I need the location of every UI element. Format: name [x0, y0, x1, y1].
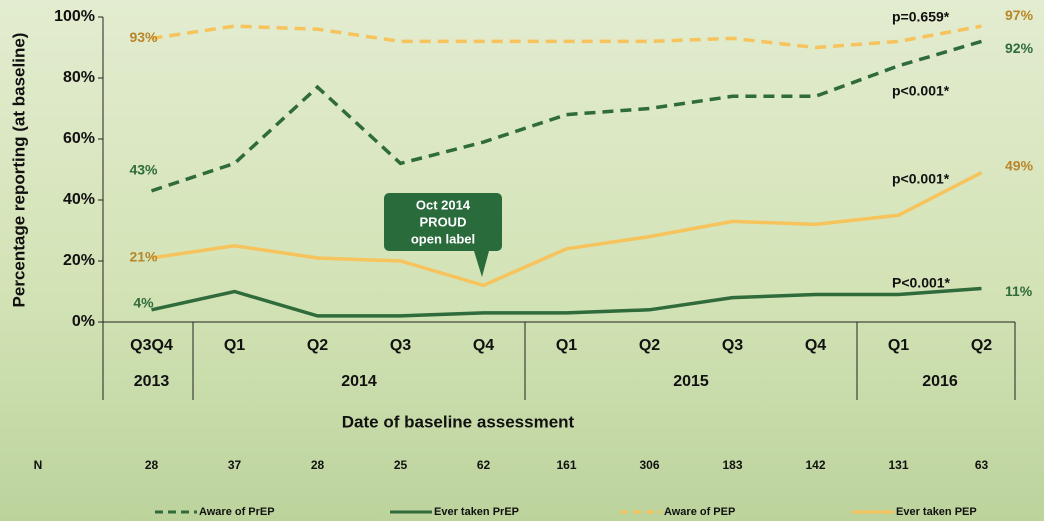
annotation: P<0.001*: [892, 275, 951, 291]
annotation: p<0.001*: [892, 171, 950, 187]
y-tick-label: 20%: [63, 252, 95, 269]
year-label: 2013: [134, 373, 170, 390]
annotation: p=0.659*: [892, 9, 950, 25]
data-label: 21%: [129, 249, 158, 265]
x-tick-label: Q1: [224, 337, 245, 354]
x-tick-label: Q2: [307, 337, 328, 354]
x-tick-label: Q1: [888, 337, 909, 354]
n-value: 142: [805, 458, 825, 472]
line: [152, 288, 982, 315]
year-label: 2016: [922, 373, 958, 390]
y-tick-label: 80%: [63, 69, 95, 86]
dashed-line: [152, 41, 982, 190]
legend-label: Ever taken PEP: [896, 506, 977, 518]
n-value: 25: [394, 458, 408, 472]
x-tick-label: Q3: [722, 337, 743, 354]
y-tick-label: 60%: [63, 130, 95, 147]
n-value: 306: [639, 458, 659, 472]
legend-label: Aware of PrEP: [199, 506, 275, 518]
x-tick-label: Q2: [639, 337, 660, 354]
n-label: N: [34, 458, 43, 472]
data-label: 4%: [133, 295, 154, 311]
legend-label: Ever taken PrEP: [434, 506, 519, 518]
callout-text: Oct 2014: [416, 197, 471, 212]
data-label: 92%: [1005, 40, 1034, 56]
data-label: 43%: [129, 162, 158, 178]
annotation: p<0.001*: [892, 83, 950, 99]
x-tick-label: Q4: [473, 337, 494, 354]
n-value: 28: [145, 458, 159, 472]
chart: Percentage reporting (at baseline) Date …: [0, 0, 1044, 521]
y-tick-label: 100%: [54, 8, 95, 25]
callout-text: PROUD: [420, 214, 467, 229]
x-tick-label: Q1: [556, 337, 577, 354]
x-tick-label: Q2: [971, 337, 992, 354]
n-value: 131: [888, 458, 908, 472]
x-tick-label: Q3Q4: [130, 337, 173, 354]
x-tick-label: Q3: [390, 337, 411, 354]
n-value: 161: [556, 458, 576, 472]
y-tick-label: 0%: [72, 313, 95, 330]
data-label: 93%: [129, 29, 158, 45]
y-axis-title: Percentage reporting (at baseline): [9, 33, 28, 308]
legend-label: Aware of PEP: [664, 506, 735, 518]
dashed-line: [152, 26, 982, 47]
n-value: 28: [311, 458, 325, 472]
n-value: 63: [975, 458, 989, 472]
y-tick-label: 40%: [63, 191, 95, 208]
x-tick-label: Q4: [805, 337, 826, 354]
n-value: 62: [477, 458, 491, 472]
data-label: 49%: [1005, 157, 1034, 173]
n-value: 183: [722, 458, 742, 472]
year-label: 2014: [341, 373, 377, 390]
data-label: 97%: [1005, 7, 1034, 23]
data-label: 11%: [1005, 283, 1033, 299]
year-label: 2015: [673, 373, 709, 390]
line: [152, 173, 982, 286]
callout: Oct 2014 PROUD open label: [384, 193, 502, 277]
callout-text: open label: [411, 231, 475, 246]
n-value: 37: [228, 458, 242, 472]
x-axis-title: Date of baseline assessment: [342, 412, 575, 431]
